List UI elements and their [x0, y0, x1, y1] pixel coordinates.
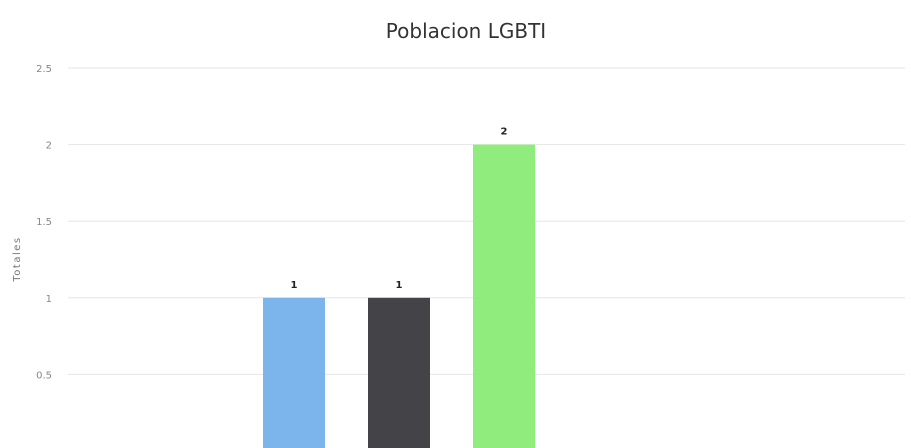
bars	[263, 144, 535, 448]
bar[interactable]	[473, 144, 535, 448]
y-axis-ticks: 00.511.522.5	[36, 64, 52, 448]
bar-value-label: 1	[396, 280, 403, 291]
bar[interactable]	[263, 297, 325, 448]
y-axis-label: Totales	[12, 236, 23, 282]
bar[interactable]	[368, 297, 430, 448]
y-tick-label: 2	[46, 141, 52, 152]
y-tick-label: 1.5	[36, 217, 52, 228]
bar-value-label: 2	[501, 127, 508, 138]
bar-value-label: 1	[291, 280, 298, 291]
y-tick-label: 1	[46, 294, 52, 305]
y-tick-label: 0.5	[36, 370, 52, 381]
data-labels: 1 1 2	[291, 127, 508, 291]
y-tick-label: 2.5	[36, 64, 52, 75]
chart-title: Poblacion LGBTI	[386, 19, 546, 43]
